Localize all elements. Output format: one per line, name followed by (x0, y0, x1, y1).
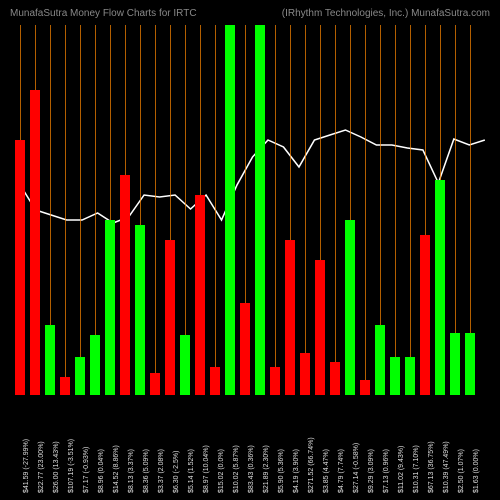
bar (195, 195, 205, 395)
title-left: MunafaSutra Money Flow Charts for IRTC (10, 8, 197, 19)
x-label: $5.14 (1.52%) (188, 449, 195, 493)
grid-line (410, 25, 411, 395)
chart-title: MunafaSutra Money Flow Charts for IRTC (… (0, 8, 500, 19)
grid-line (335, 25, 336, 395)
x-label: $3.85 (4.47%) (323, 449, 330, 493)
x-label: $10.02 (5.87%) (233, 445, 240, 493)
grid-line (80, 25, 81, 395)
bar (405, 357, 415, 395)
x-label: $15.02 (0.0%) (218, 449, 225, 493)
bar (210, 367, 220, 395)
x-label: $5.90 (5.36%) (278, 449, 285, 493)
x-label: $8.36 (5.09%) (143, 449, 150, 493)
grid-line (275, 25, 276, 395)
grid-line (65, 25, 66, 395)
x-label: $83.43 (0.36%) (248, 445, 255, 493)
bar (165, 240, 175, 395)
bar (435, 180, 445, 395)
x-label: $1.63 (0.00%) (473, 449, 480, 493)
bar (345, 220, 355, 395)
x-label: $6.30 (-2.5%) (173, 451, 180, 493)
x-axis-labels: $41.59 (-27.99%) $22.77 (23.00%) $26.00 (1… (15, 398, 490, 498)
x-label: $3.37 (2.08%) (158, 449, 165, 493)
bar (15, 140, 25, 395)
x-label: $67.13 (36.75%) (428, 441, 435, 493)
x-label: $21.89 (2.30%) (263, 445, 270, 493)
x-label: $8.13 (3.37%) (128, 449, 135, 493)
grid-line (215, 25, 216, 395)
bar (150, 373, 160, 395)
bar (135, 225, 145, 395)
bar (285, 240, 295, 395)
bar (255, 25, 265, 395)
bar (465, 333, 475, 395)
x-label: $10.31 (7.10%) (413, 445, 420, 493)
x-label: $11.02 (9.43%) (398, 446, 405, 493)
bar (315, 260, 325, 395)
bar (60, 377, 70, 395)
x-label: $7.17 (-0.93%) (83, 447, 90, 493)
bar (225, 25, 235, 395)
bar (300, 353, 310, 395)
grid-line (365, 25, 366, 395)
bar (45, 325, 55, 395)
x-label: $107.19 (-3.51%) (68, 439, 75, 493)
bar (30, 90, 40, 395)
bar (390, 357, 400, 395)
x-label: $22.77 (23.00%) (38, 441, 45, 493)
x-label: $271.52 (66.74%) (308, 437, 315, 493)
bar (120, 175, 130, 395)
x-label: $27.14 (-0.58%) (353, 443, 360, 493)
money-flow-chart: MunafaSutra Money Flow Charts for IRTC (… (0, 0, 500, 500)
x-label: $9.29 (3.09%) (368, 449, 375, 493)
bar (375, 325, 385, 395)
bar (270, 367, 280, 395)
x-label: $4.79 (7.74%) (338, 449, 345, 493)
bar (75, 357, 85, 395)
grid-line (155, 25, 156, 395)
x-label: $8.96 (0.04%) (98, 449, 105, 493)
bar (105, 220, 115, 395)
plot-area (15, 25, 490, 395)
bar (360, 380, 370, 395)
bar (330, 362, 340, 395)
bar (90, 335, 100, 395)
x-label: $4.19 (3.90%) (293, 449, 300, 493)
bar (240, 303, 250, 395)
grid-line (395, 25, 396, 395)
x-label: $7.13 (0.96%) (383, 449, 390, 493)
bar (450, 333, 460, 395)
x-label: $8.97 (10.04%) (203, 445, 210, 493)
x-label: $2.50 (1.07%) (458, 449, 465, 493)
title-right: (IRhythm Technologies, Inc.) MunafaSutra… (282, 8, 490, 19)
bar (180, 335, 190, 395)
x-label: $26.00 (13.43%) (53, 441, 60, 493)
bar (420, 235, 430, 395)
trend-line (15, 25, 490, 395)
x-label: $14.52 (8.86%) (113, 445, 120, 493)
x-label: $10.39 (47.49%) (443, 441, 450, 493)
grid-line (305, 25, 306, 395)
x-label: $41.59 (-27.99%) (23, 439, 30, 493)
